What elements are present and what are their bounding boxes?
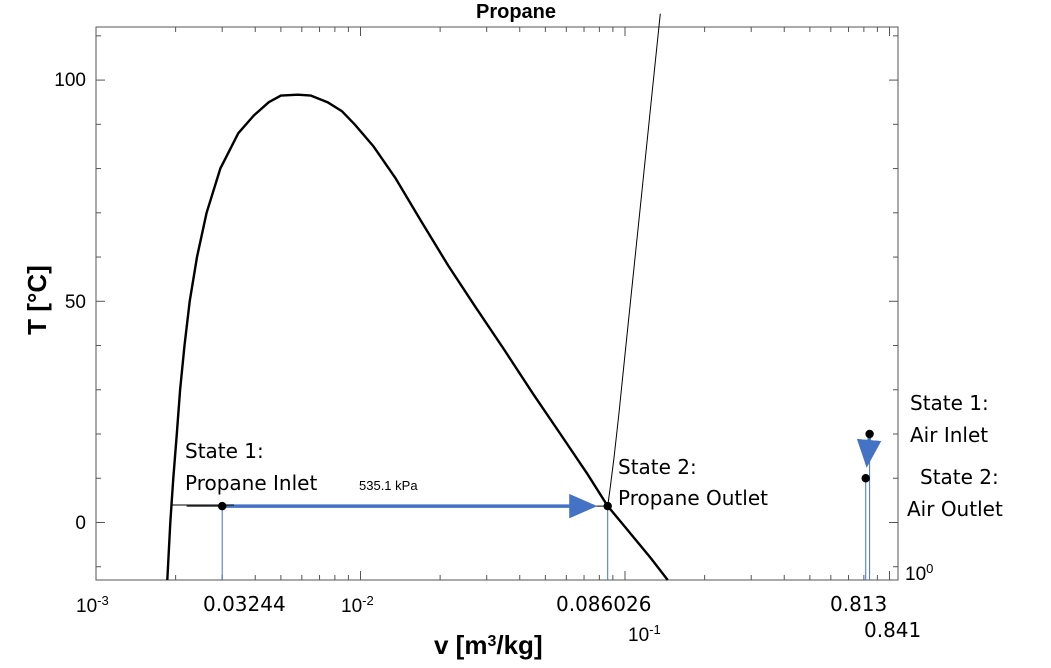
chart-title: Propane <box>476 1 556 23</box>
x-mark-label: 0.841 <box>864 618 921 642</box>
x-mark-label: 0.813 <box>830 592 887 616</box>
axis-ticks <box>95 27 898 580</box>
process-arrows <box>222 433 882 519</box>
x-tick-label: 10-3 <box>76 593 109 618</box>
isobar-line <box>186 13 661 507</box>
y-tick-label: 0 <box>75 513 86 534</box>
state-1-air-label: Air Inlet <box>910 423 988 447</box>
x-mark-label: 0.03244 <box>203 592 286 616</box>
process-arrow <box>856 433 882 468</box>
isobar-label: 535.1 kPa <box>359 478 418 493</box>
state-2-air-label: State 2: <box>920 465 999 489</box>
y-tick-label: 50 <box>65 292 86 313</box>
state-1-propane-label: State 1: <box>185 439 264 463</box>
state-2-air-label: Air Outlet <box>907 497 1003 521</box>
x-tick-label: 10-1 <box>628 622 661 647</box>
state-point <box>865 429 874 439</box>
x-mark-label: 0.086026 <box>556 592 651 616</box>
state-point <box>861 474 870 483</box>
y-tick-label: 100 <box>54 70 86 91</box>
state-1-air-label: State 1: <box>910 391 989 415</box>
x-tick-label: 100 <box>905 561 933 586</box>
state-2-propane-label: Propane Outlet <box>618 486 768 510</box>
saturation-dome-line <box>166 93 669 581</box>
state-1-propane-label: Propane Inlet <box>185 471 317 495</box>
plot-frame <box>95 26 899 581</box>
series-layer <box>166 13 669 581</box>
x-axis-title: v [m3/kg] <box>434 630 543 660</box>
state-point <box>603 501 612 511</box>
state-2-propane-label: State 2: <box>618 455 697 479</box>
y-axis-title: T [°C] <box>22 265 52 335</box>
state-point <box>217 501 227 511</box>
x-tick-label: 10-2 <box>341 593 374 618</box>
state-points <box>217 429 874 511</box>
